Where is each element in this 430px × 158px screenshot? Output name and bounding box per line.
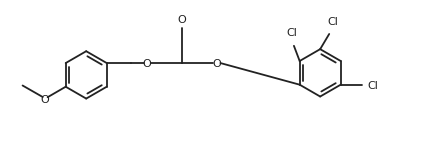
Text: Cl: Cl [366,81,378,91]
Text: O: O [177,15,186,25]
Text: O: O [142,59,151,69]
Text: O: O [41,95,49,105]
Text: Cl: Cl [286,28,296,38]
Text: O: O [212,59,221,69]
Text: Cl: Cl [326,17,337,27]
